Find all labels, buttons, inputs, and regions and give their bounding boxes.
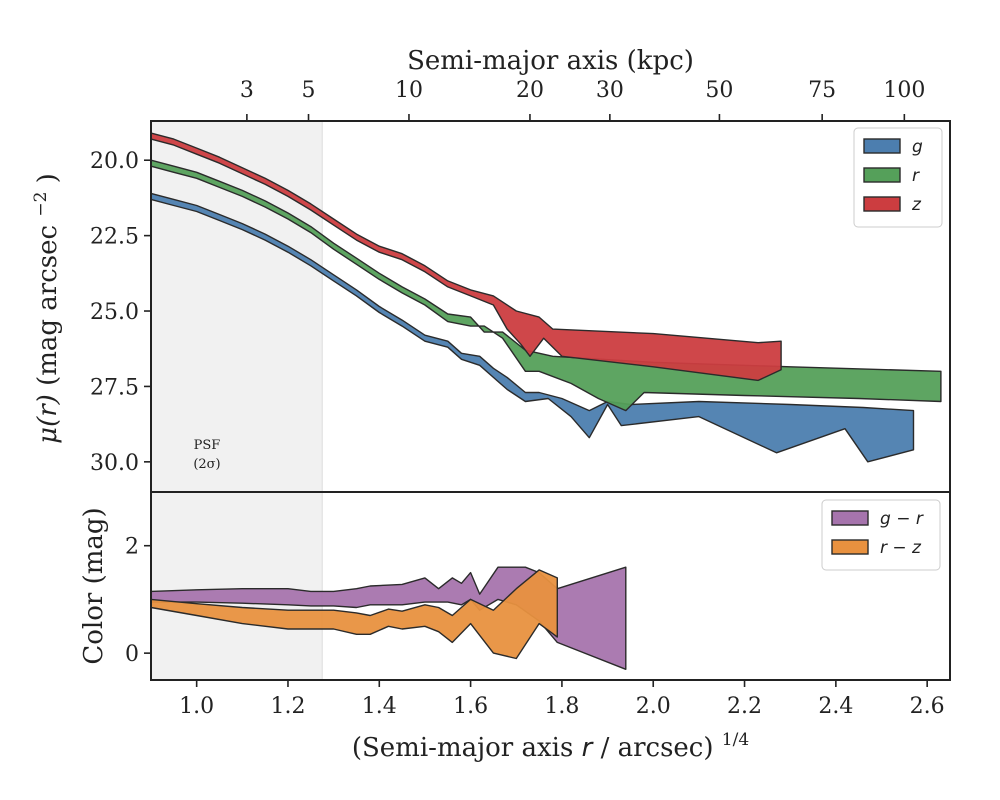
legend-label: g − r	[880, 509, 924, 529]
top-y-axis-title-close: )	[33, 173, 63, 183]
bottom-x-tick-label: 1.2	[270, 694, 305, 719]
top-x-tick-label: 10	[395, 78, 423, 103]
legend-colors: g − r r − z	[821, 499, 941, 571]
sb-band-g	[150, 192, 915, 463]
top-x-ticks-kpc: 3 5 10 20 30 50 75 100	[240, 78, 925, 121]
top-y-tick-label: 25.0	[90, 300, 139, 325]
x-axis-title-var: r	[582, 733, 595, 763]
legend-swatch	[863, 167, 901, 183]
x-axis-title-rest: / arcsec)	[601, 733, 714, 763]
top-y-axis-title-exponent: −2	[31, 192, 51, 217]
bottom-x-tick-label: 2.4	[818, 694, 853, 719]
legend-bands: grz	[853, 127, 943, 228]
legend-label: z	[911, 195, 922, 215]
top-y-ticks: 20.0 22.5 25.0 27.5 30.0	[90, 149, 151, 476]
bottom-y-tick-label: 2	[125, 535, 139, 560]
sb-band-r	[150, 159, 942, 412]
top-y-tick-label: 27.5	[90, 375, 139, 400]
top-x-tick-label: 100	[883, 78, 925, 103]
legend-label: r − z	[880, 538, 922, 558]
top-y-axis-title-symbol: μ(r)	[33, 394, 63, 444]
legend-swatch	[831, 539, 869, 555]
psf-label-line2: (2σ)	[193, 457, 220, 472]
top-y-tick-label: 20.0	[90, 149, 139, 174]
x-axis-title-main: (Semi-major axis	[352, 733, 582, 763]
top-x-tick-label: 75	[808, 78, 836, 103]
bottom-x-ticks: 1.0 1.2 1.4 1.6 1.8 2.0 2.2 2.4 2.6	[179, 680, 945, 719]
top-y-axis-title: μ(r) (mag arcsec −2 )	[23, 173, 63, 444]
psf-label-line1: PSF	[194, 438, 221, 453]
top-x-tick-label: 30	[596, 78, 624, 103]
bottom-x-tick-label: 2.6	[910, 694, 945, 719]
x-axis-title-exponent: 1/4	[722, 730, 749, 750]
sb-band-z	[150, 132, 782, 382]
bottom-x-tick-label: 2.0	[636, 694, 671, 719]
bottom-x-axis-title: (Semi-major axis r / arcsec) 1/4	[352, 730, 749, 763]
top-x-tick-label: 20	[516, 78, 544, 103]
top-y-tick-label: 30.0	[90, 451, 139, 476]
psf-region-bottom	[151, 492, 323, 680]
top-x-tick-label: 5	[302, 78, 316, 103]
legend-swatch	[863, 196, 901, 212]
bottom-x-tick-label: 2.2	[727, 694, 762, 719]
bottom-y-axis-title: Color (mag)	[79, 507, 109, 664]
top-y-axis-title-unit: (mag arcsec	[33, 225, 63, 386]
legend-label: r	[912, 166, 920, 186]
bottom-x-tick-label: 1.6	[453, 694, 488, 719]
legend-swatch	[831, 510, 869, 526]
top-x-tick-label: 3	[240, 78, 254, 103]
bottom-x-tick-label: 1.0	[179, 694, 214, 719]
bottom-x-tick-label: 1.4	[362, 694, 397, 719]
psf-region-top	[151, 121, 323, 492]
legend-swatch	[863, 138, 901, 154]
bottom-y-tick-label: 0	[125, 642, 139, 667]
top-x-tick-label: 50	[705, 78, 733, 103]
top-y-tick-label: 22.5	[90, 225, 139, 250]
bottom-y-ticks: 02	[125, 535, 151, 667]
top-axis-title: Semi-major axis (kpc)	[407, 46, 694, 76]
color-series	[150, 566, 627, 670]
bottom-panel-frame	[150, 491, 951, 681]
bottom-x-tick-label: 1.8	[544, 694, 579, 719]
surface-brightness-series	[150, 132, 942, 463]
color-band-rz	[150, 569, 558, 660]
legend-label: g	[912, 137, 923, 157]
color-band-gr	[150, 566, 627, 670]
